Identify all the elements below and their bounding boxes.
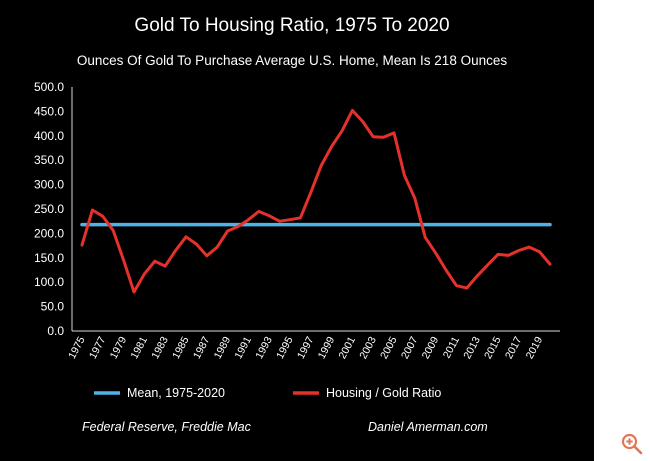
x-tick-label: 1981 xyxy=(128,335,150,361)
x-tick-label: 1991 xyxy=(232,335,254,361)
x-tick-label: 2009 xyxy=(420,335,442,361)
y-tick-label: 100.0 xyxy=(34,275,64,289)
x-tick-label: 2017 xyxy=(503,335,525,361)
x-tick-label: 2011 xyxy=(441,335,462,361)
x-tick-label: 1999 xyxy=(316,335,338,361)
series-line-housing-gold-ratio xyxy=(80,108,552,294)
chart-subtitle: Ounces Of Gold To Purchase Average U.S. … xyxy=(77,53,507,68)
zoom-button[interactable] xyxy=(620,432,644,456)
gold-housing-chart: Gold To Housing Ratio, 1975 To 2020 Ounc… xyxy=(34,15,560,434)
legend: Mean, 1975-2020 Housing / Gold Ratio xyxy=(94,386,441,400)
y-tick-label: 400.0 xyxy=(34,129,64,143)
x-tick-label: 1979 xyxy=(108,335,130,361)
x-tick-label: 1993 xyxy=(253,335,275,361)
x-tick-label: 2001 xyxy=(336,335,358,361)
source-left: Federal Reserve, Freddie Mac xyxy=(82,420,252,434)
x-tick-label: 2015 xyxy=(482,335,504,361)
y-tick-label: 350.0 xyxy=(34,153,64,167)
y-tick-label: 250.0 xyxy=(34,202,64,216)
x-tick-label: 1997 xyxy=(295,335,317,361)
y-tick-label: 150.0 xyxy=(34,251,64,265)
source-right: Daniel Amerman.com xyxy=(368,420,488,434)
x-tick-label: 1995 xyxy=(274,335,296,361)
legend-label-mean: Mean, 1975-2020 xyxy=(127,386,225,400)
chart-panel: Gold To Housing Ratio, 1975 To 2020 Ounc… xyxy=(0,0,594,461)
x-tick-label: 1975 xyxy=(66,335,88,361)
x-tick-label: 1977 xyxy=(87,335,109,361)
y-tick-label: 500.0 xyxy=(34,80,64,94)
zoom-in-icon xyxy=(621,433,643,455)
y-tick-label: 50.0 xyxy=(41,300,65,314)
chart-title: Gold To Housing Ratio, 1975 To 2020 xyxy=(134,15,449,36)
y-tick-label: 0.0 xyxy=(47,324,64,338)
x-tick-label: 2007 xyxy=(399,335,421,361)
y-tick-label: 300.0 xyxy=(34,178,64,192)
y-tick-label: 450.0 xyxy=(34,104,64,118)
x-tick-label: 1987 xyxy=(191,335,213,361)
x-tick-label: 1983 xyxy=(149,335,171,361)
x-tick-label: 2013 xyxy=(461,335,483,361)
x-tick-label: 2005 xyxy=(378,335,400,361)
x-tick-label: 2019 xyxy=(524,335,546,361)
legend-label-ratio: Housing / Gold Ratio xyxy=(326,386,441,400)
x-tick-label: 1985 xyxy=(170,335,192,361)
y-tick-label: 200.0 xyxy=(34,226,64,240)
x-tick-label: 2003 xyxy=(357,335,379,361)
x-tick-label: 1989 xyxy=(212,335,234,361)
